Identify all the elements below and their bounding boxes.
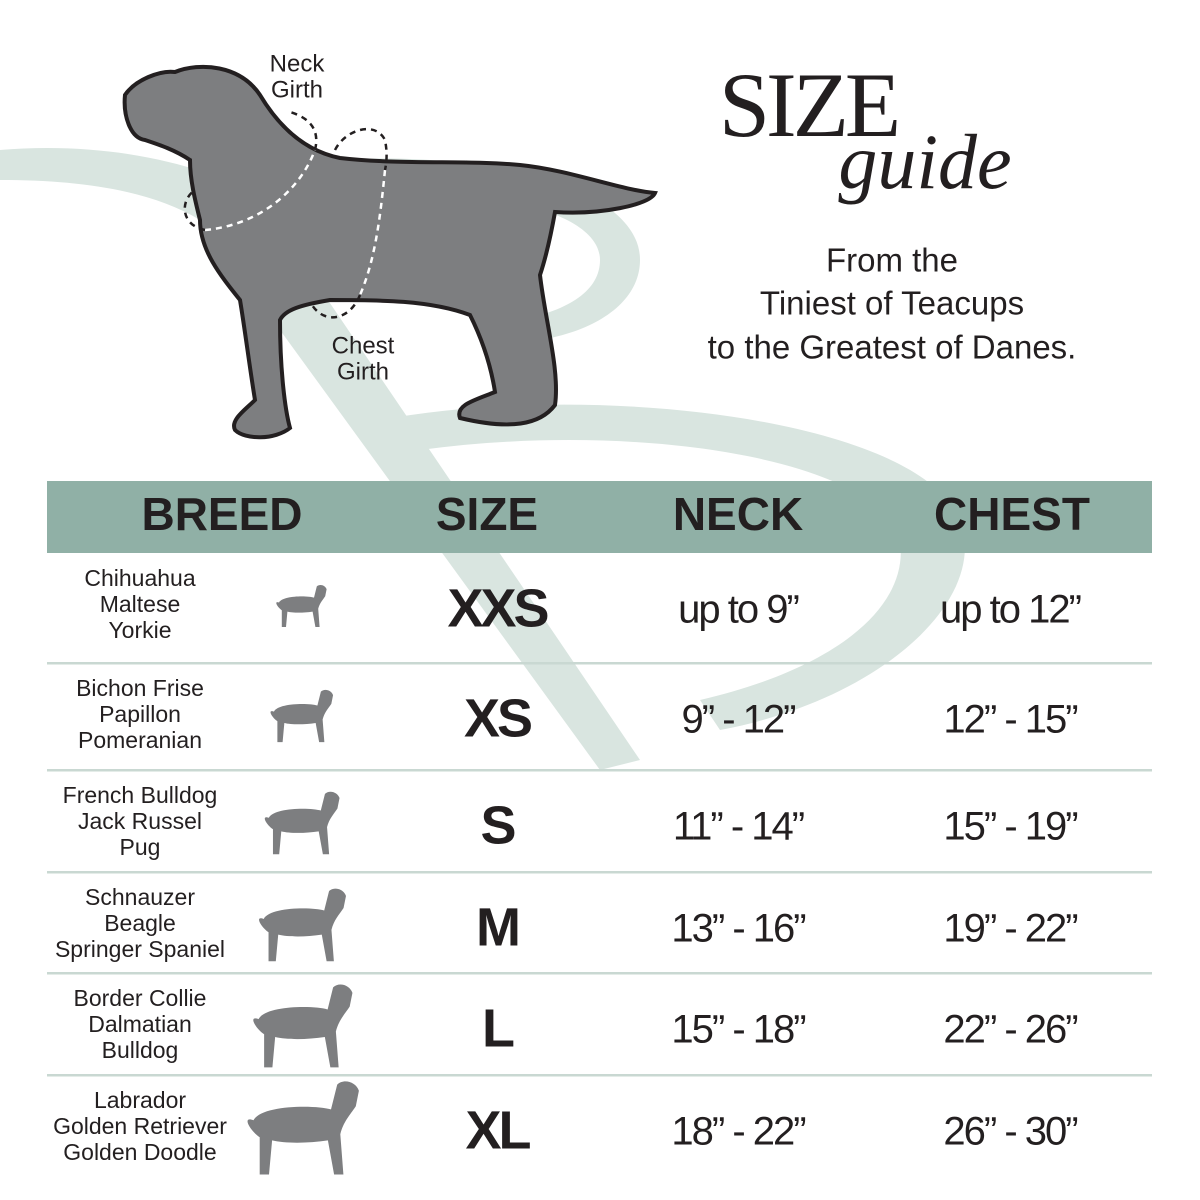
size: XS: [464, 688, 531, 748]
chest-label: Chest: [332, 332, 395, 359]
breed-name: Papillon: [99, 701, 181, 727]
neck: 15” - 18”: [671, 1008, 805, 1052]
breed-name: Jack Russel: [78, 808, 202, 834]
breed-name: Bichon Frise: [76, 675, 204, 701]
neck: 18” - 22”: [671, 1110, 805, 1154]
tagline: to the Greatest of Danes.: [708, 329, 1077, 366]
column-header: BREED: [141, 488, 302, 540]
title: SIZE: [719, 54, 897, 156]
tagline: From the: [826, 242, 958, 279]
dog-illustration: [122, 64, 658, 440]
diagram-labels: Neck Girth Chest Girth: [270, 50, 395, 385]
neck: 11” - 14”: [673, 805, 804, 849]
breed-icon: [259, 888, 346, 962]
breed-icon: [270, 689, 334, 743]
breed-name: Yorkie: [108, 617, 171, 643]
breed-name: French Bulldog: [63, 782, 218, 808]
breed-icon: [264, 791, 340, 855]
neck: 9” - 12”: [682, 698, 796, 742]
chest-label: Girth: [337, 358, 389, 385]
breed-name: Border Collie: [74, 985, 207, 1011]
column-header: NECK: [673, 488, 803, 540]
chest: 22” - 26”: [943, 1008, 1077, 1052]
breed-icon: [276, 584, 327, 627]
breed-icon: [253, 984, 353, 1068]
neck: 13” - 16”: [671, 907, 805, 951]
size: S: [480, 795, 514, 855]
table-header-bar: [47, 481, 1152, 553]
girth-lines: [204, 149, 387, 296]
neck: up to 9”: [678, 588, 798, 632]
column-header: SIZE: [436, 488, 538, 540]
breed-name: Bulldog: [102, 1037, 179, 1063]
row-divider: [47, 972, 1152, 975]
breed-name: Maltese: [100, 591, 181, 617]
column-header: CHEST: [934, 488, 1090, 540]
breed-name: Golden Doodle: [63, 1139, 216, 1165]
breed-name: Pug: [120, 834, 161, 860]
size: M: [476, 897, 518, 957]
girth-arrows: [183, 110, 388, 319]
size: XL: [465, 1100, 530, 1160]
chest: 26” - 30”: [943, 1110, 1077, 1154]
breed-name: Chihuahua: [84, 565, 195, 591]
row-divider: [47, 871, 1152, 874]
tagline: Tiniest of Teacups: [760, 285, 1024, 322]
breed-name: Springer Spaniel: [55, 936, 225, 962]
breed-icon: [247, 1081, 359, 1175]
neck-label: Neck: [270, 50, 326, 77]
size: XXS: [447, 578, 547, 638]
breed-name: Labrador: [94, 1087, 186, 1113]
breed-name: Schnauzer: [85, 884, 195, 910]
row-divider: [47, 769, 1152, 772]
chest: 15” - 19”: [943, 805, 1077, 849]
breed-name: Beagle: [104, 910, 176, 936]
size: L: [482, 998, 514, 1058]
neck-label: Girth: [271, 76, 323, 103]
row-divider: [47, 1074, 1152, 1077]
breed-name: Pomeranian: [78, 727, 202, 753]
subtitle: guide: [838, 118, 1011, 205]
chest: 19” - 22”: [943, 907, 1077, 951]
breed-name: Dalmatian: [88, 1011, 192, 1037]
chest: up to 12”: [940, 588, 1081, 632]
chest: 12” - 15”: [943, 698, 1077, 742]
row-divider: [47, 662, 1152, 665]
breed-name: Golden Retriever: [53, 1113, 227, 1139]
